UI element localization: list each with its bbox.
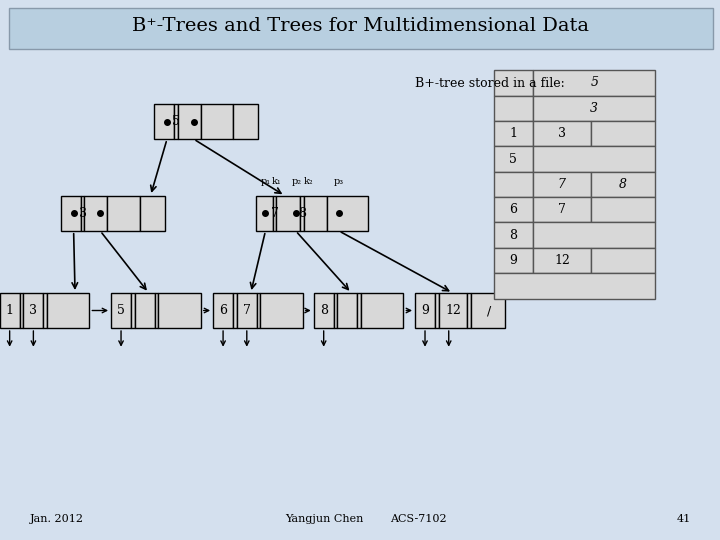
Bar [213,293,233,328]
Text: 7: 7 [558,203,566,217]
Bar [534,172,590,197]
Text: 3: 3 [30,304,37,317]
Bar [276,196,300,231]
Text: 5: 5 [590,76,598,90]
Text: p₂: p₂ [292,177,302,186]
Bar [357,293,361,328]
Text: 6: 6 [510,203,518,217]
Bar [300,196,304,231]
Bar [135,293,155,328]
Bar [23,293,43,328]
Bar [534,248,590,273]
Text: 5: 5 [510,152,518,166]
Text: /: / [487,304,491,317]
Bar [438,293,467,328]
Text: Yangjun Chen: Yangjun Chen [286,514,364,524]
Bar [534,146,655,172]
Bar [9,8,713,49]
Bar [494,197,534,222]
Bar [494,248,534,273]
Text: 6: 6 [219,304,227,317]
Bar [467,293,471,328]
Bar [256,196,273,231]
Bar [494,172,534,197]
Text: 9: 9 [421,304,429,317]
Bar [590,172,655,197]
Bar [534,197,590,222]
Bar [0,293,19,328]
Bar [237,293,257,328]
Bar [415,293,435,328]
Text: 7: 7 [243,304,251,317]
Text: B+-tree stored in a file:: B+-tree stored in a file: [415,77,565,90]
Bar [494,273,655,299]
Text: B⁺-Trees and Trees for Multidimensional Data: B⁺-Trees and Trees for Multidimensional … [132,17,589,35]
Bar [178,104,201,139]
Bar [338,293,357,328]
Text: Jan. 2012: Jan. 2012 [30,514,84,524]
Bar [174,104,178,139]
Text: 8: 8 [320,304,328,317]
Text: ACS-7102: ACS-7102 [390,514,446,524]
Bar [494,222,534,248]
Bar [494,96,534,121]
Bar [158,293,201,328]
Bar [155,293,158,328]
Bar [107,196,140,231]
Bar [81,196,84,231]
Text: 5: 5 [172,115,180,128]
Bar [314,293,334,328]
Bar [494,70,534,96]
Bar [494,146,534,172]
Bar [233,293,237,328]
Bar [590,121,655,146]
Bar [327,196,367,231]
Text: k₂: k₂ [304,177,313,186]
Text: 8: 8 [298,207,306,220]
Text: 8: 8 [510,228,518,242]
Bar [590,197,655,222]
Bar [273,196,276,231]
Text: 12: 12 [554,254,570,267]
Text: 8: 8 [619,178,627,191]
Bar [233,104,258,139]
Bar [494,121,534,146]
Text: p₃: p₃ [333,177,344,186]
Bar [334,293,338,328]
Text: 1: 1 [510,127,518,140]
Bar [534,70,655,96]
Bar [534,121,590,146]
Bar [43,293,47,328]
Bar [111,293,131,328]
Bar [590,248,655,273]
Text: 12: 12 [445,304,461,317]
Bar [534,222,655,248]
Bar [60,196,81,231]
Text: 3: 3 [78,207,86,220]
Text: 3: 3 [558,127,566,140]
Bar [154,104,174,139]
Bar [131,293,135,328]
Text: 7: 7 [558,178,566,191]
Text: 9: 9 [510,254,518,267]
Text: 5: 5 [117,304,125,317]
Bar [257,293,261,328]
Bar [47,293,89,328]
Text: 1: 1 [6,304,14,317]
Text: 3: 3 [590,102,598,115]
Bar [435,293,438,328]
Bar [471,293,505,328]
Text: 41: 41 [677,514,691,524]
Text: p₁: p₁ [261,177,271,186]
Bar [201,104,233,139]
Bar [84,196,107,231]
Bar [361,293,403,328]
Text: k₁: k₁ [271,177,281,186]
Bar [534,96,655,121]
Text: 7: 7 [271,207,279,220]
Bar [261,293,303,328]
Bar [19,293,23,328]
Bar [304,196,327,231]
Bar [140,196,165,231]
